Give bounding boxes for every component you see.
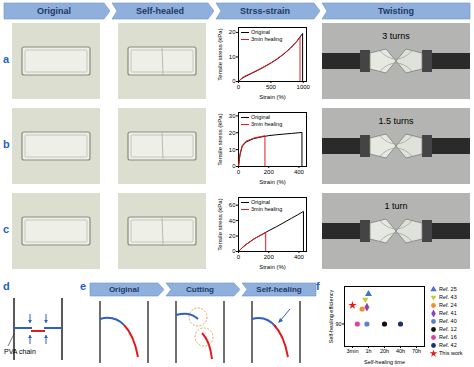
svg-text:Self-healing efficiency: Self-healing efficiency [328,290,334,344]
svg-text:Self-healing: Self-healing [256,285,301,294]
html-text:a: a [3,53,10,65]
html-text:d: d [3,280,10,292]
html-text:Ref. 41: Ref. 41 [439,310,457,317]
html-text:e: e [80,280,87,292]
svg-text:0: 0 [232,163,236,169]
svg-text:1000: 1000 [297,84,311,90]
svg-text:20h: 20h [380,348,389,354]
html-text:Original: Original [251,114,270,120]
html-text:f: f [316,280,320,292]
svg-text:20: 20 [229,29,236,35]
svg-text:0: 0 [237,254,241,260]
html-text:Ref. 42: Ref. 42 [439,342,457,349]
svg-text:0: 0 [232,248,236,254]
html-text:3min healing: 3min healing [251,36,283,42]
svg-text:3min: 3min [347,348,359,354]
svg-text:Strain (%): Strain (%) [259,94,286,100]
svg-text:Tensile stress (kPa): Tensile stress (kPa) [217,198,223,250]
svg-text:500: 500 [266,84,277,90]
svg-text:Original: Original [37,6,71,16]
svg-text:10: 10 [229,54,236,60]
svg-text:1.5 turns: 1.5 turns [378,116,414,126]
svg-text:20: 20 [229,130,236,136]
html-text:b: b [3,138,10,150]
svg-text:400: 400 [294,254,305,260]
svg-text:10: 10 [229,147,236,153]
svg-text:Tensile stress (kPa): Tensile stress (kPa) [217,28,223,80]
html-text:This work: This work [439,350,463,357]
svg-text:200: 200 [264,254,275,260]
svg-text:200: 200 [264,169,275,175]
svg-text:30: 30 [229,113,236,119]
svg-text:Strain (%): Strain (%) [259,264,286,270]
html-text:3min healing: 3min healing [251,121,283,127]
html-text:c: c [3,223,10,235]
svg-text:Cutting: Cutting [186,285,214,294]
svg-text:70h: 70h [412,348,421,354]
svg-text:40: 40 [229,218,236,224]
svg-text:1h: 1h [365,348,371,354]
svg-text:90: 90 [335,321,341,327]
svg-text:0: 0 [237,84,241,90]
svg-text:1 turn: 1 turn [384,201,407,211]
svg-text:3 turns: 3 turns [382,31,410,41]
html-text:Ref. 40: Ref. 40 [439,318,457,325]
html-text:Original: Original [251,29,270,35]
svg-text:Self-healing time: Self-healing time [364,359,405,365]
svg-text:Strain (%): Strain (%) [259,179,286,185]
svg-text:0: 0 [237,169,241,175]
svg-text:Strss-strain: Strss-strain [240,6,290,16]
html-text:Ref. 24: Ref. 24 [439,302,457,309]
svg-text:PVA chain: PVA chain [4,348,36,355]
html-text:Ref. 16: Ref. 16 [439,334,457,341]
svg-text:20: 20 [229,233,236,239]
svg-text:Tensile stress (kPa): Tensile stress (kPa) [217,113,223,165]
html-text:Ref. 12: Ref. 12 [439,326,457,333]
svg-text:0: 0 [232,78,236,84]
svg-text:400: 400 [294,169,305,175]
html-text:Original: Original [251,199,270,205]
html-text:Ref. 25: Ref. 25 [439,286,457,292]
svg-text:Original: Original [109,285,139,294]
html-text:Ref. 43: Ref. 43 [439,294,457,300]
html-text:3min healing: 3min healing [251,206,283,212]
svg-text:Twisting: Twisting [378,6,414,16]
svg-text:40h: 40h [396,348,405,354]
svg-text:60: 60 [229,202,236,208]
svg-text:Self-healed: Self-healed [136,6,184,16]
